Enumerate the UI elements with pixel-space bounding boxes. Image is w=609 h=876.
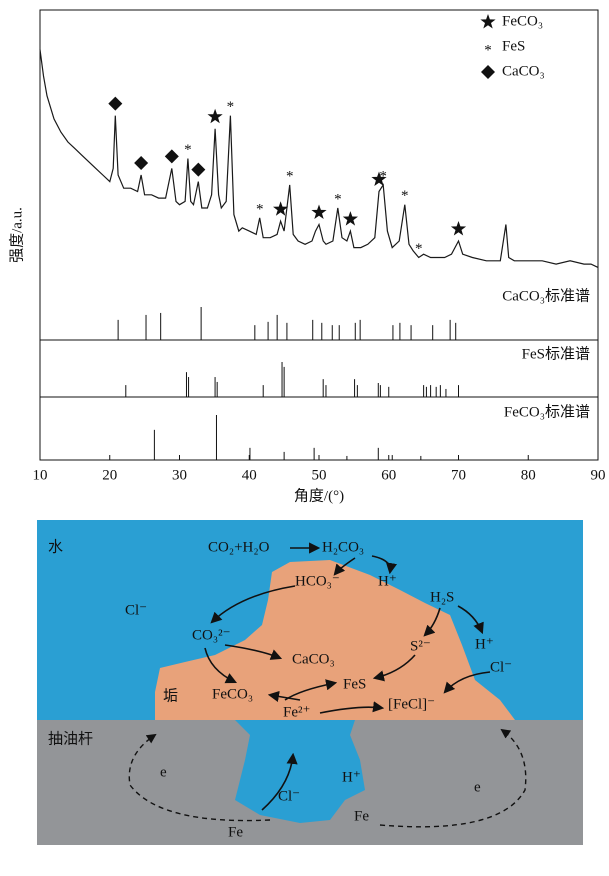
label: Cl⁻ xyxy=(490,659,512,675)
peak-marker xyxy=(165,149,179,163)
x-tick-label: 20 xyxy=(102,467,117,483)
label: CO₃²⁻ xyxy=(192,627,230,643)
label: H₂CO₃ xyxy=(322,539,364,555)
label: CO₂+H₂O xyxy=(208,539,270,555)
label: Cl⁻ xyxy=(278,788,300,804)
label: Fe xyxy=(354,808,369,824)
peak-marker: * xyxy=(286,168,294,184)
peak-marker xyxy=(134,156,148,170)
figure: 强度/a.u. 角度/(°) 10 20 30 40 50 60 70 80 90 * * * * * * *… xyxy=(0,0,609,876)
x-tick-label: 80 xyxy=(521,467,536,483)
x-tick-label: 70 xyxy=(451,467,466,483)
peak-marker: * xyxy=(379,168,387,184)
legend-symbol xyxy=(481,65,495,79)
label: S²⁻ xyxy=(410,638,431,654)
x-tick-label: 60 xyxy=(381,467,396,483)
x-tick-label: 90 xyxy=(591,467,606,483)
label: e xyxy=(160,764,167,780)
reference-label: FeS标准谱 xyxy=(522,345,590,362)
y-axis-title: 强度/a.u. xyxy=(8,207,25,263)
label: FeS xyxy=(343,676,366,692)
label: [FeCl]⁻ xyxy=(388,696,435,712)
legend-label: CaCO₃ xyxy=(502,63,545,79)
xrd-chart: 强度/a.u. 角度/(°) 10 20 30 40 50 60 70 80 90 * * * * * * *… xyxy=(8,10,605,504)
peak-marker: * xyxy=(415,241,423,257)
peak-marker: * xyxy=(256,201,264,217)
peak-marker: * xyxy=(184,142,192,158)
label: 水 xyxy=(48,538,63,555)
reference-label: FeCO₃标准谱 xyxy=(504,403,590,420)
x-axis-title: 角度/(°) xyxy=(294,487,344,504)
label: 抽油杆 xyxy=(48,730,93,747)
label: H⁺ xyxy=(475,636,494,652)
reference-label: CaCO₃标准谱 xyxy=(502,287,590,304)
legend-label: FeCO₃ xyxy=(502,13,543,29)
label: Cl⁻ xyxy=(125,602,147,618)
peak-marker xyxy=(208,109,223,124)
legend-symbol xyxy=(480,14,495,29)
peak-marker xyxy=(343,211,358,226)
x-tick-label: 50 xyxy=(312,467,327,483)
peak-marker xyxy=(451,221,466,236)
corrosion-diagram: 水 CO₂+H₂O H₂CO₃ H⁺ HCO₃⁻ H₂S Cl⁻ S²⁻ H⁺ … xyxy=(37,520,583,845)
label: FeCO₃ xyxy=(212,686,253,702)
label: Fe xyxy=(228,824,243,840)
label: 垢 xyxy=(163,687,178,704)
peak-marker xyxy=(108,97,122,111)
x-tick-label: 30 xyxy=(172,467,187,483)
peak-marker: * xyxy=(227,99,235,115)
xrd-trace xyxy=(40,50,598,268)
label: H₂S xyxy=(430,589,454,605)
legend-symbol: * xyxy=(484,42,492,58)
peak-marker xyxy=(311,205,326,220)
label: e xyxy=(474,779,481,795)
x-tick-label: 10 xyxy=(33,467,48,483)
peak-marker: * xyxy=(401,188,409,204)
peak-marker: * xyxy=(334,191,342,207)
label: CaCO₃ xyxy=(292,651,335,667)
label: HCO₃⁻ xyxy=(295,573,340,589)
label: Fe²⁺ xyxy=(283,704,310,720)
peak-marker xyxy=(191,163,205,177)
x-tick-label: 40 xyxy=(242,467,257,483)
label: H⁺ xyxy=(342,769,361,785)
legend-label: FeS xyxy=(502,38,525,54)
label: H⁺ xyxy=(378,573,397,589)
